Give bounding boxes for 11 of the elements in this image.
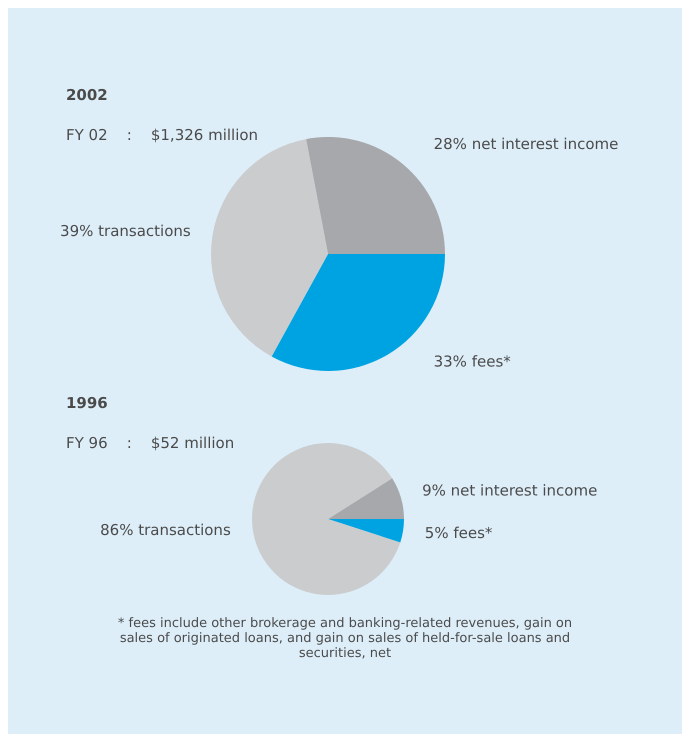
chart-subtitle: FY 96 : $52 million <box>66 434 236 452</box>
slice-label: 28% net interest income <box>434 135 618 154</box>
slice-label: 5% fees* <box>424 524 493 542</box>
chart-title: 2002 <box>66 86 109 104</box>
chart-subtitle: FY 02 : $1,326 million <box>66 126 258 144</box>
slice-label: 86% transactions <box>100 521 231 540</box>
slice-label: 33% fees* <box>434 352 512 371</box>
text: * fees include other brokerage and banking-related revenues, gain on sales of originated loans, and gain on sales of held-for-sale loans and securities, net <box>116 616 574 661</box>
slice-label: 9% net interest income <box>422 482 598 500</box>
slice-label: 39% transactions <box>60 222 191 240</box>
chart-title: 1996 <box>66 394 109 412</box>
